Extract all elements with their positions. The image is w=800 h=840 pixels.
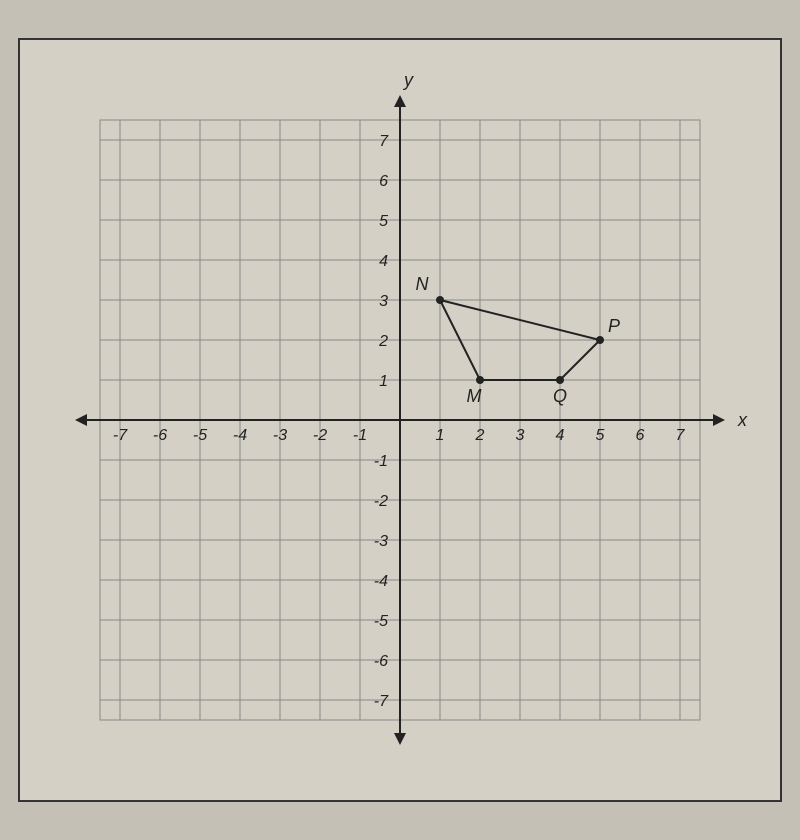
- svg-text:Q: Q: [553, 386, 567, 406]
- svg-text:5: 5: [596, 427, 605, 444]
- svg-text:-5: -5: [374, 613, 388, 630]
- svg-text:-6: -6: [153, 427, 167, 444]
- svg-text:N: N: [416, 274, 430, 294]
- svg-text:-6: -6: [374, 653, 388, 670]
- svg-text:6: 6: [636, 427, 645, 444]
- svg-text:5: 5: [379, 213, 388, 230]
- svg-text:P: P: [608, 316, 620, 336]
- svg-text:-1: -1: [374, 453, 388, 470]
- svg-text:4: 4: [556, 427, 565, 444]
- svg-text:7: 7: [379, 133, 389, 150]
- svg-text:1: 1: [436, 427, 445, 444]
- svg-text:-5: -5: [193, 427, 207, 444]
- svg-text:-3: -3: [374, 533, 388, 550]
- svg-text:-7: -7: [113, 427, 128, 444]
- svg-text:-2: -2: [374, 493, 388, 510]
- svg-text:-3: -3: [273, 427, 287, 444]
- svg-text:-4: -4: [233, 427, 247, 444]
- grid-svg: -7 -6 -5 -4 -3 -2 -1 1 2 3 4 5 6 7 -7 -6 -5 -4 -3 -2 -1 1 2 3 4 5…: [20, 40, 780, 800]
- svg-text:3: 3: [516, 427, 525, 444]
- svg-text:-4: -4: [374, 573, 388, 590]
- svg-text:3: 3: [379, 293, 388, 310]
- svg-text:-7: -7: [374, 693, 389, 710]
- svg-text:y: y: [402, 70, 414, 90]
- svg-text:-1: -1: [353, 427, 367, 444]
- svg-text:2: 2: [475, 427, 485, 444]
- coordinate-grid-chart: -7 -6 -5 -4 -3 -2 -1 1 2 3 4 5 6 7 -7 -6 -5 -4 -3 -2 -1 1 2 3 4 5…: [18, 38, 782, 802]
- svg-text:2: 2: [378, 333, 388, 350]
- svg-text:-2: -2: [313, 427, 327, 444]
- svg-text:1: 1: [379, 373, 388, 390]
- svg-text:6: 6: [379, 173, 388, 190]
- svg-text:4: 4: [379, 253, 388, 270]
- svg-text:x: x: [737, 410, 748, 430]
- svg-text:M: M: [467, 386, 482, 406]
- svg-text:7: 7: [676, 427, 686, 444]
